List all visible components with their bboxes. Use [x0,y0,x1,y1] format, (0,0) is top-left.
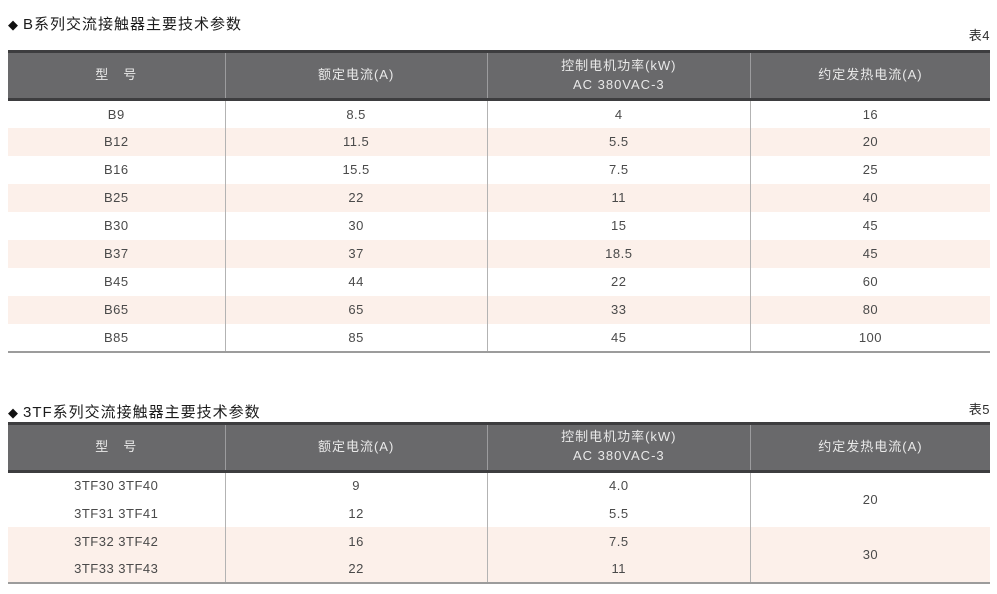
motor-power-cell: 11 [486,183,751,212]
model-cell: B25 [8,183,226,212]
rated-current-cell: 85 [224,323,488,352]
b-series-title-text: B系列交流接触器主要技术参数 [23,16,243,33]
b-series-table-body: B9 8.5 4 16 B12 11.5 5.5 20 B16 15.5 7.5… [8,99,990,352]
rated-current-cell: 37 [224,239,488,268]
table-row: B45 44 22 60 [8,267,990,296]
rated-current-cell: 65 [224,295,488,324]
rated-current-cell: 12 [224,499,488,527]
motor-power-header-line1: 控制电机功率(kW) [561,57,677,73]
motor-power-cell: 15 [486,211,751,240]
3tf-series-section-title: ◆ 3TF系列交流接触器主要技术参数 [8,401,261,422]
motor-power-cell: 5.5 [486,127,751,156]
model-cell: 3TF32 3TF42 [8,527,226,555]
motor-power-header-line2: AC 380VAC-3 [572,76,665,92]
thermal-current-header: 约定发热电流(A) [749,421,990,473]
table-row: B37 37 18.5 45 [8,239,990,268]
3tf-series-title-row: ◆ 3TF系列交流接触器主要技术参数 表5 [8,396,990,422]
rated-current-cell: 22 [224,555,488,583]
table4-label: 表4 [968,28,990,43]
model-header: 型 号 [8,50,226,101]
motor-power-cell: 7.5 [486,155,751,184]
motor-power-cell: 11 [486,555,751,583]
thermal-current-cell: 40 [749,183,990,212]
diamond-bullet-icon: ◆ [8,404,19,420]
thermal-current-cell: 25 [749,155,990,184]
thermal-current-merged-cell: 20 [749,471,990,527]
motor-power-cell: 7.5 [486,527,751,555]
motor-power-header-line2: AC 380VAC-3 [572,448,665,463]
rated-current-cell: 9 [224,471,488,499]
rated-current-header: 额定电流(A) [224,50,488,101]
table5-label: 表5 [968,401,990,417]
model-cell: B37 [8,239,226,268]
model-cell: B12 [8,127,226,156]
motor-power-cell: 4.0 [486,471,751,499]
table-row: 3TF33 3TF43 22 11 [8,555,990,583]
thermal-current-cell: 45 [749,239,990,268]
thermal-current-cell: 100 [749,323,990,352]
thermal-current-cell: 16 [749,99,990,128]
rated-current-cell: 11.5 [224,127,488,156]
model-cell: B9 [107,106,125,122]
motor-power-cell: 45 [486,323,751,352]
rated-current-cell: 8.5 [224,99,488,128]
motor-power-cell: 4 [486,99,751,128]
motor-power-cell: 5.5 [486,499,751,527]
model-cell: 3TF33 3TF43 [8,555,226,583]
motor-power-header: 控制电机功率(kW) AC 380VAC-3 [486,50,751,101]
motor-power-cell: 18.5 [486,239,751,268]
model-cell: B16 [103,162,129,177]
model-cell: B65 [8,295,226,324]
motor-power-header-line1: 控制电机功率(kW) [561,429,677,445]
table-row: B30 30 15 45 [8,211,990,240]
table-row: 3TF32 3TF42 16 7.5 30 [8,527,990,583]
model-cell: B45 [103,274,129,289]
header-row: 型 号 额定电流(A) 控制电机功率(kW) AC 380VAC-3 约定发热电… [8,421,990,473]
table-row: B12 11.5 5.5 20 [8,127,990,156]
b-series-section-title: ◆ B系列交流接触器主要技术参数 [8,13,242,34]
header-row: 型 号 额定电流(A) 控制电机功率(kW) AC 380VAC-3 约定发热电… [8,50,990,101]
rated-current-cell: 30 [224,211,488,240]
thermal-current-header: 约定发热电流(A) [749,50,990,101]
table-row: 3TF31 3TF41 12 5.5 [8,499,990,527]
rated-current-cell: 22 [224,183,488,212]
rated-current-cell: 44 [224,267,488,296]
rated-current-cell: 15.5 [224,155,488,184]
table-row: B16 15.5 7.5 25 [8,155,990,184]
b-series-table-header: 型 号 额定电流(A) 控制电机功率(kW) AC 380VAC-3 约定发热电… [8,50,990,101]
thermal-current-cell: 60 [749,267,990,296]
rated-current-header: 额定电流(A) [224,421,488,473]
b-series-table: 型 号 额定电流(A) 控制电机功率(kW) AC 380VAC-3 约定发热电… [8,50,990,353]
thermal-current-merged-cell: 30 [749,527,990,583]
datasheet-page: ◆ B系列交流接触器主要技术参数 表4 型 号 额定电流(A) 控制电机功率(kW… [0,13,997,594]
b-series-title-row: ◆ B系列交流接触器主要技术参数 表4 [8,13,990,50]
3tf-series-table-body: 3TF30 3TF40 9 4.0 20 3TF31 3TF41 12 5.5 … [8,471,990,583]
motor-power-cell: 33 [486,295,751,324]
thermal-current-cell: 20 [749,127,990,156]
model-cell: B30 [103,218,129,233]
model-cell: B85 [103,329,129,345]
thermal-current-cell: 45 [749,211,990,240]
motor-power-cell: 22 [486,267,751,296]
thermal-current-cell: 80 [749,295,990,324]
3tf-series-table: 型 号 额定电流(A) 控制电机功率(kW) AC 380VAC-3 约定发热电… [8,421,990,584]
model-header: 型 号 [8,421,226,473]
3tf-series-table-header: 型 号 额定电流(A) 控制电机功率(kW) AC 380VAC-3 约定发热电… [8,421,990,473]
table-row: 3TF30 3TF40 9 4.0 20 [8,471,990,527]
3tf-series-title-text: 3TF系列交流接触器主要技术参数 [23,403,261,421]
table-row: B85 85 45 100 [8,323,990,352]
diamond-bullet-icon: ◆ [8,17,19,32]
table-row: B9 8.5 4 16 [8,99,990,128]
motor-power-header: 控制电机功率(kW) AC 380VAC-3 [486,421,751,473]
table-row: B65 65 33 80 [8,295,990,324]
model-cell: 3TF30 3TF40 [74,478,159,494]
model-cell: 3TF31 3TF41 [74,505,159,521]
table-row: B25 22 11 40 [8,183,990,212]
rated-current-cell: 16 [224,527,488,555]
